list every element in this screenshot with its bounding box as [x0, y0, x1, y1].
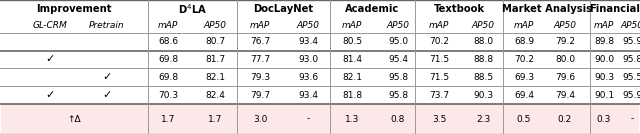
- Text: mAP: mAP: [250, 21, 270, 29]
- Text: AP50: AP50: [621, 21, 640, 29]
- Text: 88.8: 88.8: [473, 55, 493, 64]
- Text: ✓: ✓: [102, 72, 112, 82]
- Text: 68.9: 68.9: [514, 38, 534, 46]
- Text: AP50: AP50: [387, 21, 410, 29]
- Text: 93.0: 93.0: [298, 55, 318, 64]
- Text: 1.7: 1.7: [161, 114, 175, 124]
- Text: 82.1: 82.1: [205, 72, 225, 81]
- Text: AP50: AP50: [296, 21, 319, 29]
- Text: Financial: Financial: [589, 4, 640, 14]
- Text: 79.7: 79.7: [250, 90, 270, 100]
- Text: mAP: mAP: [594, 21, 614, 29]
- Text: 82.4: 82.4: [205, 90, 225, 100]
- Text: mAP: mAP: [514, 21, 534, 29]
- Text: 71.5: 71.5: [429, 55, 449, 64]
- Text: Academic: Academic: [346, 4, 399, 14]
- Text: Pretrain: Pretrain: [89, 21, 125, 29]
- Text: 95.9: 95.9: [622, 90, 640, 100]
- Text: 93.4: 93.4: [298, 38, 318, 46]
- Text: Market Analysis: Market Analysis: [502, 4, 591, 14]
- Text: 81.7: 81.7: [205, 55, 225, 64]
- Text: 71.5: 71.5: [429, 72, 449, 81]
- Text: 0.5: 0.5: [517, 114, 531, 124]
- Text: ✓: ✓: [45, 90, 54, 100]
- Text: 79.6: 79.6: [555, 72, 575, 81]
- Text: GL-CRM: GL-CRM: [33, 21, 67, 29]
- Text: ↑Δ: ↑Δ: [67, 114, 81, 124]
- Text: 81.4: 81.4: [342, 55, 362, 64]
- Text: AP50: AP50: [472, 21, 495, 29]
- Text: 88.5: 88.5: [473, 72, 493, 81]
- Text: 70.2: 70.2: [514, 55, 534, 64]
- Text: 77.7: 77.7: [250, 55, 270, 64]
- Text: 95.0: 95.0: [388, 38, 408, 46]
- Text: AP50: AP50: [554, 21, 577, 29]
- Text: 0.8: 0.8: [391, 114, 405, 124]
- Text: Improvement: Improvement: [36, 4, 112, 14]
- Text: 70.3: 70.3: [158, 90, 178, 100]
- Text: 79.3: 79.3: [250, 72, 270, 81]
- Text: 3.0: 3.0: [253, 114, 267, 124]
- Text: DocLayNet: DocLayNet: [253, 4, 314, 14]
- Text: 90.0: 90.0: [594, 55, 614, 64]
- Text: 76.7: 76.7: [250, 38, 270, 46]
- Text: 90.1: 90.1: [594, 90, 614, 100]
- Text: 0.3: 0.3: [597, 114, 611, 124]
- Text: 73.7: 73.7: [429, 90, 449, 100]
- Text: ✓: ✓: [102, 90, 112, 100]
- Text: 95.5: 95.5: [622, 72, 640, 81]
- Text: ✓: ✓: [45, 54, 54, 64]
- Text: 93.6: 93.6: [298, 72, 318, 81]
- Text: Textbook: Textbook: [433, 4, 484, 14]
- Text: 80.7: 80.7: [205, 38, 225, 46]
- Text: mAP: mAP: [429, 21, 449, 29]
- Text: 3.5: 3.5: [432, 114, 446, 124]
- Text: 1.3: 1.3: [345, 114, 359, 124]
- Text: 89.8: 89.8: [594, 38, 614, 46]
- Text: 88.0: 88.0: [473, 38, 493, 46]
- Text: 82.1: 82.1: [342, 72, 362, 81]
- Text: 70.2: 70.2: [429, 38, 449, 46]
- Text: 95.9: 95.9: [622, 38, 640, 46]
- Text: 68.6: 68.6: [158, 38, 178, 46]
- Text: 80.0: 80.0: [555, 55, 575, 64]
- Text: 90.3: 90.3: [594, 72, 614, 81]
- Text: 69.8: 69.8: [158, 72, 178, 81]
- Text: 1.7: 1.7: [208, 114, 222, 124]
- Bar: [1, 104, 639, 133]
- Text: mAP: mAP: [342, 21, 362, 29]
- Text: 69.8: 69.8: [158, 55, 178, 64]
- Text: 95.8: 95.8: [622, 55, 640, 64]
- Text: D$^4$LA: D$^4$LA: [178, 2, 207, 16]
- Text: 69.4: 69.4: [514, 90, 534, 100]
- Text: 93.4: 93.4: [298, 90, 318, 100]
- Text: 0.2: 0.2: [558, 114, 572, 124]
- Text: 79.2: 79.2: [555, 38, 575, 46]
- Text: -: -: [630, 114, 634, 124]
- Text: 90.3: 90.3: [473, 90, 493, 100]
- Text: AP50: AP50: [204, 21, 227, 29]
- Text: mAP: mAP: [158, 21, 178, 29]
- Text: -: -: [307, 114, 310, 124]
- Text: 95.4: 95.4: [388, 55, 408, 64]
- Text: 2.3: 2.3: [476, 114, 490, 124]
- Text: 95.8: 95.8: [388, 72, 408, 81]
- Text: 81.8: 81.8: [342, 90, 362, 100]
- Text: 80.5: 80.5: [342, 38, 362, 46]
- Text: 95.8: 95.8: [388, 90, 408, 100]
- Text: 69.3: 69.3: [514, 72, 534, 81]
- Text: 79.4: 79.4: [555, 90, 575, 100]
